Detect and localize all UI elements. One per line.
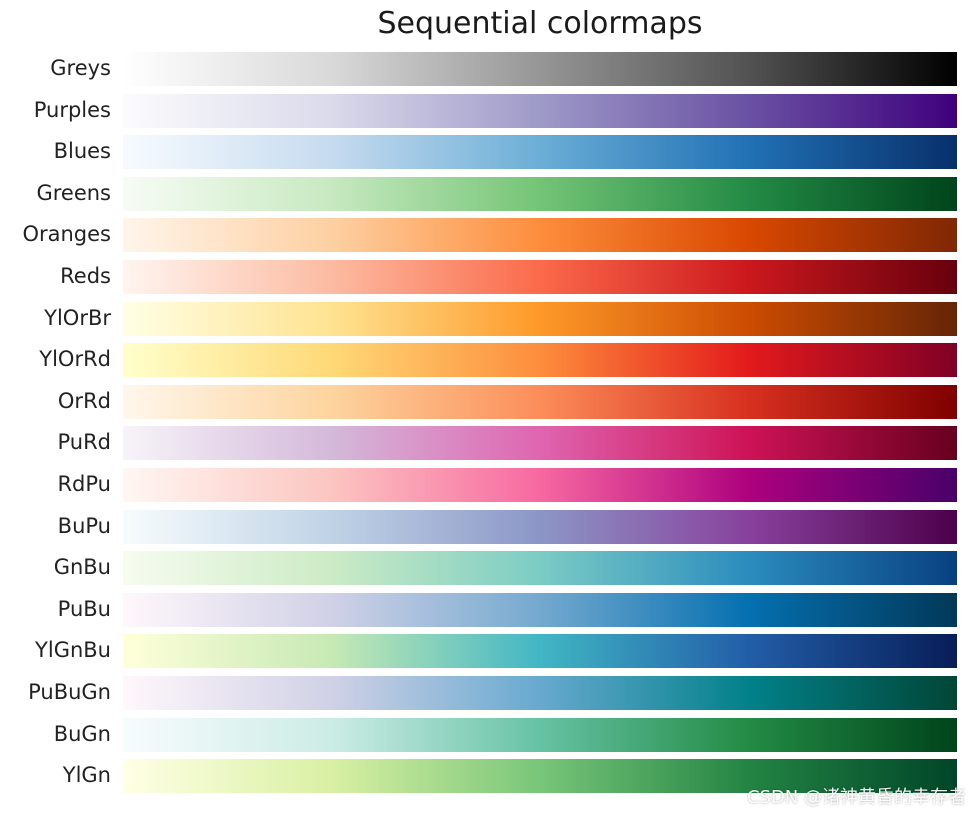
colormap-bar	[123, 468, 957, 502]
colormap-bar	[123, 592, 957, 627]
colormap-label: RdPu	[57, 472, 111, 496]
colormap-label: PuBu	[57, 596, 111, 621]
chart-title: Sequential colormaps	[377, 6, 703, 41]
colormap-bar	[123, 676, 957, 710]
colormap-bar	[123, 135, 957, 170]
colormap-label: BuPu	[57, 513, 111, 538]
colormap-label: YlOrBr	[44, 305, 111, 330]
colormap-label: YlGnBu	[35, 638, 111, 663]
colormap-bar	[123, 384, 957, 419]
colormap-label: OrRd	[57, 388, 111, 413]
colormap-bar	[123, 551, 957, 586]
colormap-bar	[123, 52, 957, 86]
colormap-bar	[123, 301, 957, 336]
colormap-bar	[123, 426, 957, 461]
colormap-label: Blues	[53, 139, 111, 164]
colormap-bar	[123, 509, 957, 544]
colormap-label: BuGn	[53, 721, 111, 746]
colormap-bar	[123, 717, 957, 752]
colormap-label: Greens	[36, 180, 111, 205]
colormap-bar	[123, 759, 957, 794]
colormap-bar	[123, 93, 957, 128]
colormap-bar	[123, 343, 957, 378]
colormap-bar	[123, 176, 957, 211]
colormap-label: Purples	[33, 97, 111, 122]
colormap-bar	[123, 218, 957, 253]
colormap-label: YlGn	[62, 763, 111, 788]
colormap-label: Oranges	[22, 222, 111, 247]
colormap-label: PuBuGn	[28, 680, 111, 704]
colormap-label: Reds	[60, 264, 111, 288]
colormap-label: Greys	[50, 56, 111, 80]
colormap-bar	[123, 634, 957, 669]
watermark: CSDN @诸神黄昏的幸存者	[746, 787, 966, 808]
colormap-label: GnBu	[53, 555, 111, 580]
colormap-label: PuRd	[57, 430, 111, 455]
colormap-bar	[123, 260, 957, 294]
colormap-label: YlOrRd	[39, 347, 111, 372]
